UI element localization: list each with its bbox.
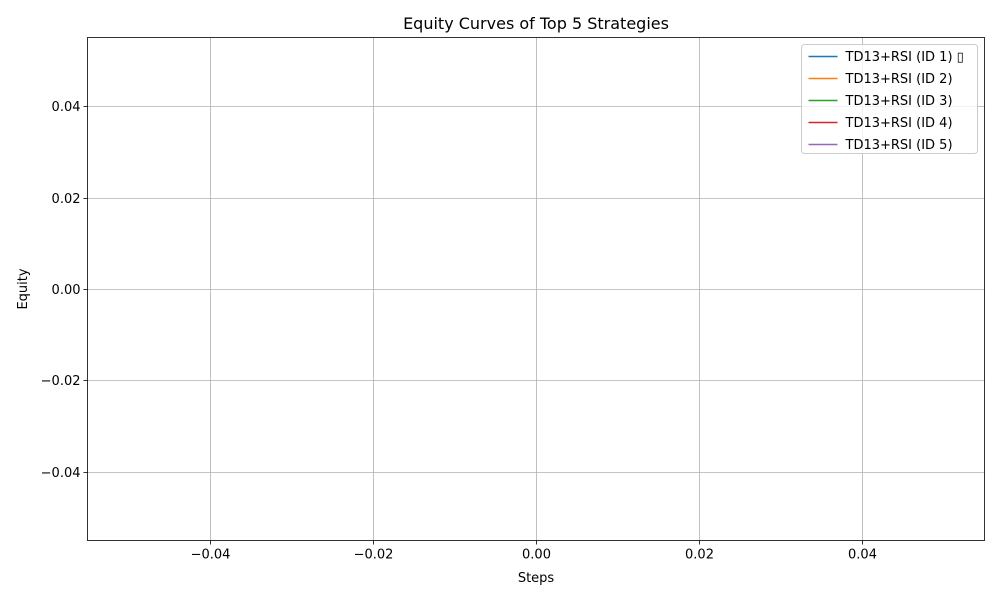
- y-tick-label: −0.02: [41, 374, 81, 389]
- x-tick-label: −0.02: [354, 548, 394, 563]
- legend-label-3: TD13+RSI (ID 3): [845, 94, 953, 109]
- legend-label-2: TD13+RSI (ID 2): [845, 72, 953, 87]
- y-tick-label: 0.00: [52, 283, 81, 298]
- plot-area-frame: [87, 37, 985, 541]
- legend: TD13+RSI (ID 1) ▯ TD13+RSI (ID 2) TD13+RSI…: [801, 44, 978, 154]
- y-tick-label: 0.02: [52, 192, 81, 207]
- y-axis-label: Equity: [16, 268, 31, 309]
- y-axis-ticks: −0.04 −0.02 0.00 0.02 0.04: [41, 100, 88, 481]
- legend-label-5: TD13+RSI (ID 5): [845, 138, 953, 153]
- x-tick-label: −0.04: [191, 548, 231, 563]
- x-tick-label: 0.04: [848, 548, 877, 563]
- y-tick-label: −0.04: [41, 466, 81, 481]
- legend-label-1: TD13+RSI (ID 1) ▯: [845, 50, 964, 65]
- x-tick-label: 0.02: [685, 548, 714, 563]
- x-tick-label: 0.00: [522, 548, 551, 563]
- chart-title: Equity Curves of Top 5 Strategies: [403, 14, 669, 33]
- x-axis-ticks: −0.04 −0.02 0.00 0.02 0.04: [191, 540, 877, 563]
- legend-box: [801, 44, 978, 154]
- x-axis-label: Steps: [518, 571, 555, 586]
- legend-label-4: TD13+RSI (ID 4): [845, 116, 953, 131]
- y-tick-label: 0.04: [52, 100, 81, 115]
